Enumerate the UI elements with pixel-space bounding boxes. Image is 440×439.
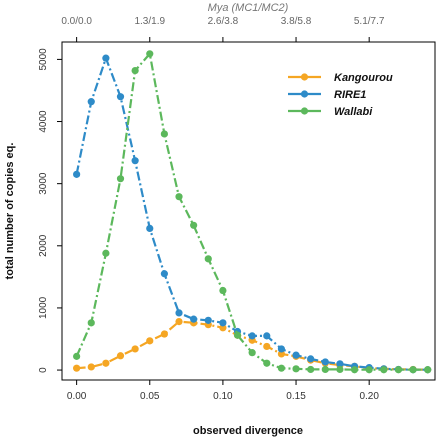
data-point-wallabi — [160, 130, 168, 138]
data-point-wallabi — [380, 366, 388, 374]
data-point-rire1 — [292, 351, 300, 359]
y-tick-label: 0 — [38, 367, 49, 373]
data-point-wallabi — [394, 366, 403, 374]
data-point-rire1 — [219, 319, 227, 327]
data-point-rire1 — [146, 224, 154, 232]
data-point-wallabi — [277, 364, 286, 372]
series-line-kangourou — [76, 320, 428, 371]
data-point-rire1 — [307, 355, 315, 363]
data-point-wallabi — [175, 193, 183, 201]
data-point-wallabi — [87, 319, 95, 327]
x-tick-label: 0.20 — [359, 391, 379, 402]
data-point-rire1 — [160, 270, 168, 278]
data-point-kangourou — [175, 317, 183, 326]
data-point-wallabi — [73, 352, 81, 360]
x-tick-label: 0.00 — [67, 391, 87, 402]
legend-label-wallabi: Wallabi — [334, 106, 373, 118]
top-axis: 0.0/0.0 1.3/1.9 2.6/3.8 3.8/5.8 5.1/7.7 — [61, 16, 385, 42]
data-point-kangourou — [146, 337, 154, 345]
data-point-wallabi — [350, 366, 359, 374]
data-point-kangourou — [131, 345, 139, 353]
x-tick-label: 0.10 — [213, 391, 233, 402]
data-point-rire1 — [204, 316, 212, 324]
top-tick-label: 2.6/3.8 — [208, 16, 239, 27]
x-axis-title: observed divergence — [193, 425, 303, 437]
data-point-kangourou — [116, 352, 125, 360]
series-kangourou — [73, 317, 432, 374]
data-point-rire1 — [336, 360, 344, 368]
data-point-kangourou — [73, 364, 81, 372]
plot-frame — [61, 41, 436, 381]
x-tick-label: 0.15 — [286, 391, 306, 402]
y-axis: 0 1000 2000 3000 4000 5000 — [38, 48, 62, 373]
data-point-wallabi — [102, 249, 110, 257]
data-point-rire1 — [116, 93, 125, 101]
data-point-wallabi — [146, 50, 154, 58]
data-point-wallabi — [233, 331, 242, 339]
data-point-wallabi — [409, 366, 417, 374]
data-point-wallabi — [116, 175, 125, 183]
data-point-wallabi — [292, 365, 300, 373]
y-tick-label: 2000 — [38, 234, 49, 257]
data-point-wallabi — [190, 221, 198, 229]
y-tick-label: 4000 — [38, 110, 49, 133]
data-point-rire1 — [131, 157, 139, 165]
y-axis-title: total number of copies eq. — [4, 143, 16, 280]
legend: Kangourou RIRE1 Wallabi — [288, 72, 393, 118]
x-tick-label: 0.05 — [140, 391, 160, 402]
series-line-rire1 — [75, 57, 428, 371]
data-point-rire1 — [263, 332, 271, 340]
data-point-wallabi — [336, 365, 344, 374]
data-point-wallabi — [263, 359, 271, 367]
top-tick-label: 1.3/1.9 — [134, 16, 165, 27]
legend-label-kangourou: Kangourou — [334, 72, 393, 84]
top-tick-label: 3.8/5.8 — [281, 16, 312, 27]
y-tick-label: 3000 — [38, 172, 49, 195]
legend-marker-wallabi — [300, 107, 309, 115]
top-tick-label: 0.0/0.0 — [61, 16, 92, 27]
data-point-wallabi — [424, 366, 432, 374]
data-point-kangourou — [277, 350, 286, 358]
data-point-rire1 — [321, 358, 329, 366]
data-point-kangourou — [219, 324, 227, 332]
y-tick-label: 1000 — [38, 296, 49, 319]
data-point-rire1 — [190, 315, 198, 323]
series-layer — [73, 50, 432, 374]
data-point-wallabi — [365, 366, 373, 374]
data-point-wallabi — [321, 365, 329, 374]
series-line-wallabi — [75, 52, 428, 371]
series-rire1 — [73, 54, 432, 374]
y-tick-label: 5000 — [38, 48, 49, 71]
data-point-kangourou — [263, 342, 271, 351]
legend-marker-rire1 — [300, 90, 309, 98]
top-tick-label: 5.1/7.7 — [354, 16, 385, 27]
data-point-rire1 — [248, 332, 256, 340]
data-point-kangourou — [160, 330, 168, 338]
data-point-kangourou — [87, 363, 95, 371]
legend-label-rire1: RIRE1 — [334, 89, 366, 101]
x-axis: 0.00 0.05 0.10 0.15 0.20 — [67, 380, 379, 402]
data-point-wallabi — [307, 365, 315, 374]
data-point-rire1 — [102, 54, 110, 62]
top-axis-title: Mya (MC1/MC2) — [208, 2, 289, 14]
data-point-rire1 — [175, 309, 183, 317]
data-point-rire1 — [277, 345, 286, 353]
data-point-rire1 — [87, 98, 95, 106]
data-point-wallabi — [204, 255, 212, 263]
data-point-kangourou — [102, 359, 110, 367]
data-point-wallabi — [248, 349, 256, 357]
legend-marker-kangourou — [300, 73, 309, 81]
data-point-rire1 — [73, 170, 81, 178]
data-point-wallabi — [131, 66, 139, 75]
data-point-wallabi — [219, 286, 227, 295]
series-wallabi — [73, 50, 432, 374]
